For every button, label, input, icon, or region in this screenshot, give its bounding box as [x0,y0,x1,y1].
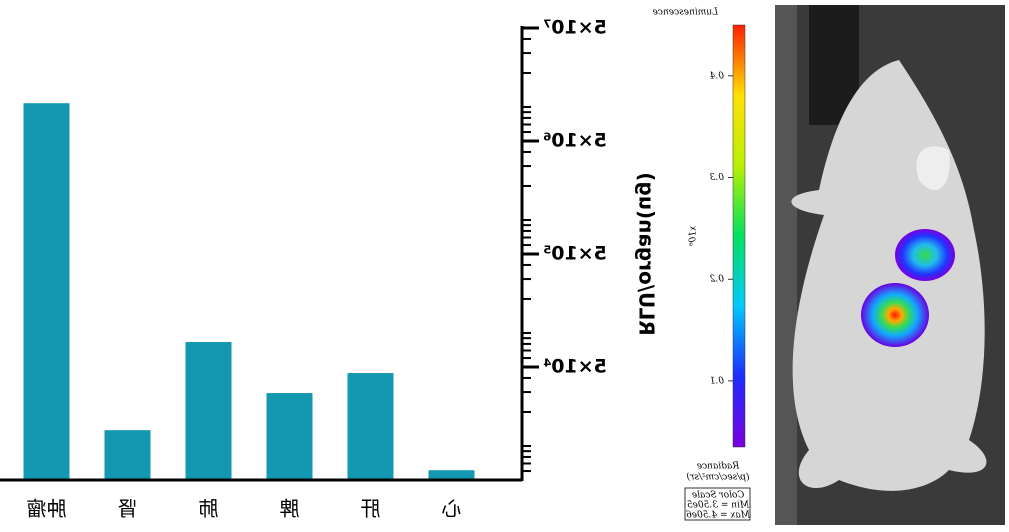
colorbar-tick-label: 0.3 [709,173,724,183]
scale-title: Color Scale [692,491,745,501]
bar [347,373,394,479]
colorbar-tick-label: 0.2 [709,275,724,285]
unit-label: Radiance [697,462,741,472]
unit: (p/sec/cm²/sr) [686,472,749,483]
colorbar: Luminescence x10⁶ Radiance (p/sec/cm²/sr… [653,8,751,521]
min-label: Min = 3.50e5 [687,501,751,511]
colorbar-multiplier: x10⁶ [689,226,699,247]
x-tick-label: 肿瘤 [27,497,67,521]
colorbar-tick-label: 0.4 [709,71,724,81]
colorbar-title: Luminescence [653,8,719,18]
bar [428,470,475,479]
x-tick-label: 肺 [199,497,219,521]
x-tick-label: 心 [442,497,462,521]
bar [266,393,313,479]
x-tick-label: 肝 [361,497,381,521]
x-tick-label: 脾 [280,497,300,521]
y-tick-label: 5×10⁴ [543,356,607,378]
mouse-image [775,5,1005,525]
bar [185,342,232,479]
max-label: Max = 4.50e6 [686,511,751,521]
colorbar-gradient [732,24,746,448]
bar [23,103,70,479]
bar [104,430,151,479]
mirrored-figure: Luminescence x10⁶ Radiance (p/sec/cm²/sr… [0,5,1005,525]
y-tick-label: 5×10⁵ [543,243,607,265]
bar-chart: RLU/organ(ug) 5×10⁴ 5×10⁵ 5×10⁶ 5×10⁷ 心 肝 脾 肺 肾 肿… [0,17,659,521]
y-tick-label: 5×10⁶ [543,130,607,152]
x-tick-label: 肾 [118,497,138,521]
y-axis-title: RLU/organ(ug) [635,172,659,335]
colorbar-tick-label: 0.1 [710,376,724,386]
y-tick-label: 5×10⁷ [543,17,607,39]
